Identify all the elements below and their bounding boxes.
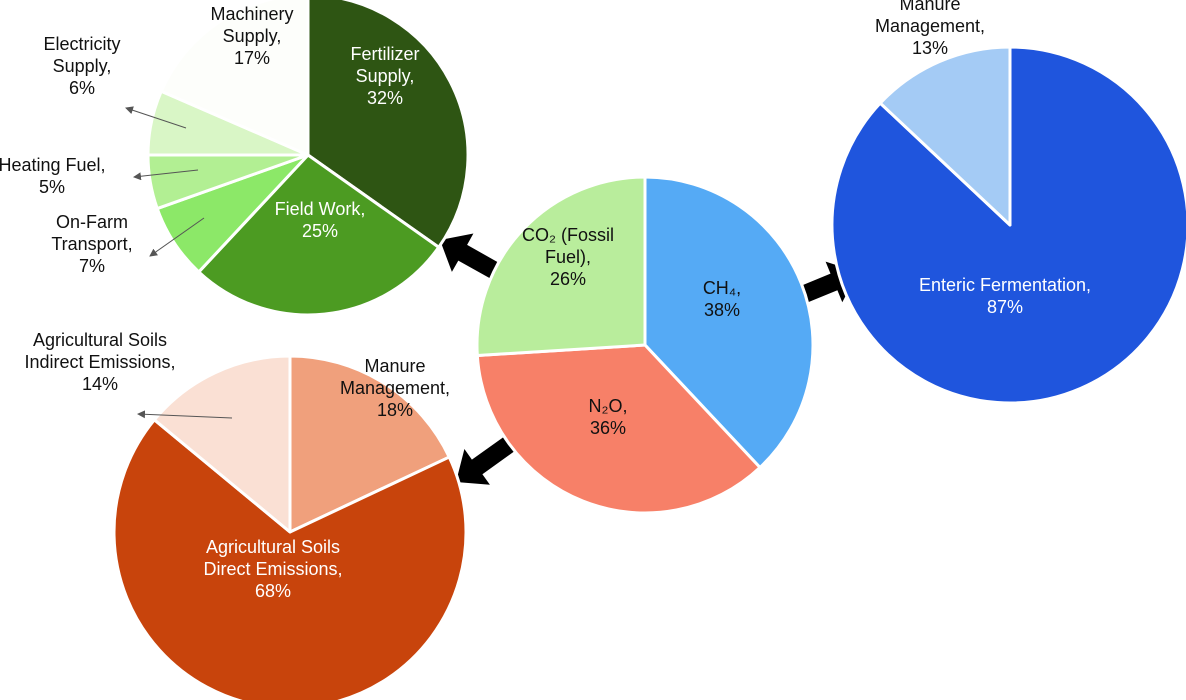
slice-label: Fertilizer Supply, 32% (350, 44, 419, 108)
slice-label-line: Agricultural Soils (206, 537, 340, 557)
leader-line (149, 217, 205, 257)
leader-line (125, 106, 187, 129)
slice-label-line: 25% (302, 221, 338, 241)
slice-label-line: Direct Emissions, (203, 559, 342, 579)
slice-label-line: 6% (69, 78, 95, 98)
pie-main (475, 175, 815, 515)
slice-label-line: Management, (875, 16, 985, 36)
slice-label-line: 14% (82, 374, 118, 394)
slice-label-line: Supply, (53, 56, 112, 76)
slice-label-line: 68% (255, 581, 291, 601)
leader-line (133, 169, 199, 181)
slice-label-line: Manure (899, 0, 960, 14)
slice-label-line: Manure (364, 356, 425, 376)
slice-label: Heating Fuel, 5% (0, 155, 106, 197)
slice-label: Manure Management, 18% (340, 356, 450, 420)
leader-line (137, 410, 233, 419)
slice-label-line: Supply, (223, 26, 282, 46)
slice-label-line: CO₂ (Fossil (522, 225, 614, 245)
slice-label-line: Agricultural Soils (33, 330, 167, 350)
slice-label-line: Field Work, (275, 199, 366, 219)
pie-slice (112, 418, 468, 700)
slice-label-line: On-Farm (56, 212, 128, 232)
pie-slice (475, 175, 647, 358)
slice-label: Machinery Supply, 17% (210, 4, 293, 68)
slice-label-line: 38% (704, 300, 740, 320)
slice-label-line: Transport, (51, 234, 132, 254)
arrow-to-n2o-breakdown (456, 434, 518, 485)
slice-label-line: 13% (912, 38, 948, 58)
slice-label-line: 17% (234, 48, 270, 68)
slice-label: CO₂ (Fossil Fuel), 26% (522, 225, 614, 289)
pie-slice (197, 153, 441, 317)
pie-ch4-breakdown (830, 45, 1186, 405)
label-layer: CH₄, 38% N₂O, 36% CO₂ (Fossil Fuel), 26% Fertil… (0, 0, 1091, 601)
slice-label-line: Fuel), (545, 247, 591, 267)
pie-co2-breakdown (146, 0, 470, 317)
slice-label: N₂O, 36% (589, 396, 628, 438)
slice-label-line: Indirect Emissions, (24, 352, 175, 372)
slice-label-line: N₂O, (589, 396, 628, 416)
slice-label-line: CH₄, (703, 278, 741, 298)
leader-layer (125, 106, 233, 419)
pie-slice (475, 343, 762, 515)
slice-label-line: Supply, (356, 66, 415, 86)
slice-label: Electricity Supply, 6% (43, 34, 120, 98)
slice-label: Field Work, 25% (275, 199, 366, 241)
slice-label-line: Enteric Fermentation, (919, 275, 1091, 295)
pie-slice (159, 0, 310, 157)
pie-layer (112, 0, 1186, 700)
pie-slice (306, 0, 470, 249)
slice-label-line: 36% (590, 418, 626, 438)
pie-slice (152, 354, 292, 534)
slice-label-line: 7% (79, 256, 105, 276)
pie-slice (288, 354, 451, 534)
slice-label: Enteric Fermentation, 87% (919, 275, 1091, 317)
slice-label-line: Machinery (210, 4, 293, 24)
slice-label: On-Farm Transport, 7% (51, 212, 132, 276)
pie-slice (643, 175, 815, 469)
slice-label: Agricultural Soils Indirect Emissions, 14% (24, 330, 175, 394)
slice-label-line: Management, (340, 378, 450, 398)
slice-label-line: Fertilizer (350, 44, 419, 64)
slice-label-line: 18% (377, 400, 413, 420)
slice-label-line: 87% (987, 297, 1023, 317)
slice-label-line: 26% (550, 269, 586, 289)
slice-label-line: 32% (367, 88, 403, 108)
slice-label: CH₄, 38% (703, 278, 741, 320)
slice-label: Manure Management, 13% (875, 0, 985, 58)
pie-n2o-breakdown (112, 354, 468, 700)
arrow-to-co2-breakdown (440, 233, 502, 280)
pie-slice (878, 45, 1012, 227)
slice-label-line: Heating Fuel, (0, 155, 106, 175)
slice-label-line: Electricity (43, 34, 120, 54)
slice-label-line: 5% (39, 177, 65, 197)
slice-label: Agricultural Soils Direct Emissions, 68% (203, 537, 342, 601)
